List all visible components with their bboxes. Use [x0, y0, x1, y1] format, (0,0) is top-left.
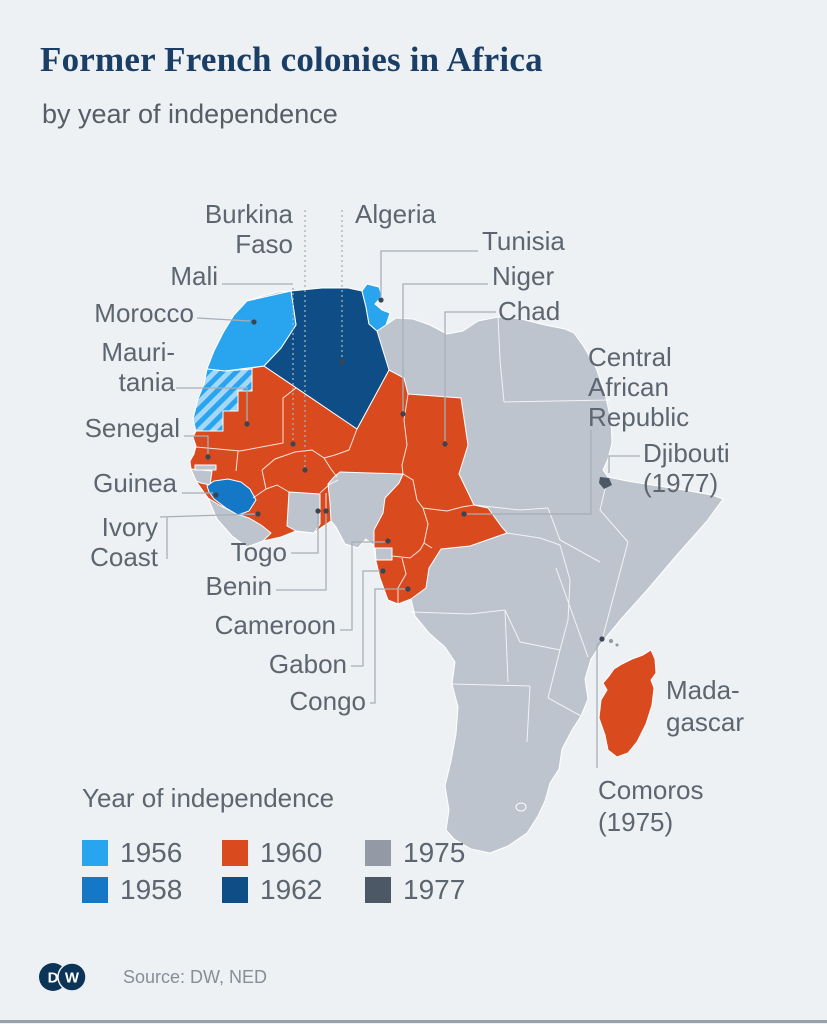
country-gambia	[194, 464, 217, 471]
label-niger: Niger	[492, 261, 554, 291]
dw-logo-letter-w: W	[65, 970, 80, 987]
legend-entry-1962: 1962	[222, 874, 365, 905]
label-senegal: Senegal	[85, 413, 180, 443]
country-equatorial-guinea	[374, 547, 393, 561]
legend-label-1977: 1977	[403, 874, 466, 905]
legend-label-1975: 1975	[403, 837, 466, 868]
label-guinea: Guinea	[93, 468, 177, 498]
label-gabon: Gabon	[269, 649, 347, 679]
label-car-2: African	[588, 372, 669, 402]
legend-entry-1975: 1975	[365, 837, 495, 868]
legend-entry-1960: 1960	[222, 837, 365, 868]
leader-lines-dotted	[292, 210, 343, 467]
leader-lines-solid	[159, 250, 640, 768]
legend-label-1960: 1960	[260, 837, 323, 868]
label-morocco: Morocco	[94, 298, 194, 328]
country-guinea-bissau	[190, 468, 213, 486]
country-ghana	[286, 491, 321, 534]
legend-swatch-1962	[222, 877, 248, 903]
label-ivory-coast-2: Coast	[90, 542, 159, 572]
label-djibouti-2: (1977)	[643, 468, 718, 498]
island-comoros-1	[609, 639, 613, 643]
label-tunisia: Tunisia	[482, 226, 565, 256]
region-western-sahara	[192, 368, 253, 432]
label-djibouti: Djibouti	[643, 438, 730, 468]
country-guinea	[206, 478, 257, 516]
borders-french-bloc	[195, 387, 475, 604]
legend-label-1962: 1962	[260, 874, 323, 905]
borders-other-countries	[410, 316, 629, 743]
legend-label-1958: 1958	[120, 874, 183, 905]
legend-entry-1956: 1956	[82, 837, 222, 868]
label-algeria: Algeria	[355, 199, 436, 229]
label-burkina-faso-2: Faso	[235, 229, 293, 259]
label-cameroon: Cameroon	[215, 610, 336, 640]
label-madagascar: Mada-	[666, 675, 740, 705]
country-nigeria	[327, 471, 404, 549]
label-benin: Benin	[206, 571, 273, 601]
label-chad: Chad	[498, 296, 560, 326]
label-comoros-2: (1975)	[598, 807, 673, 837]
label-car: Central	[588, 342, 672, 372]
label-mali: Mali	[170, 261, 218, 291]
country-tunisia	[361, 283, 391, 332]
bottom-divider	[0, 1020, 827, 1023]
legend-swatch-1977	[365, 877, 391, 903]
leader-dots	[205, 297, 605, 642]
island-comoros-2	[615, 643, 619, 647]
label-comoros: Comoros	[598, 775, 703, 805]
legend-entry-1958: 1958	[82, 874, 222, 905]
country-madagascar	[598, 649, 657, 758]
dw-logo-letter-d: D	[48, 970, 59, 987]
legend-swatch-1956	[82, 840, 108, 866]
legend-title: Year of independence	[82, 783, 335, 813]
legend-swatch-1960	[222, 840, 248, 866]
legend-entry-1977: 1977	[365, 874, 495, 905]
page-title: Former French colonies in Africa	[40, 40, 543, 79]
label-togo: Togo	[231, 537, 287, 567]
legend: 1956 1960 1975 1958 1962 1977	[82, 837, 495, 905]
dw-logo-circle-w	[57, 962, 87, 992]
label-madagascar-2: gascar	[666, 707, 744, 737]
label-mauritania-2: tania	[119, 367, 176, 397]
label-mauritania: Mauri-	[101, 337, 175, 367]
label-burkina-faso: Burkina	[205, 199, 294, 229]
label-congo: Congo	[289, 686, 366, 716]
page-subtitle: by year of independence	[42, 99, 338, 129]
legend-swatch-1958	[82, 877, 108, 903]
label-ivory-coast: Ivory	[102, 512, 158, 542]
country-djibouti	[599, 477, 612, 489]
dw-logo: D W	[39, 962, 87, 992]
label-car-3: Republic	[588, 402, 689, 432]
legend-label-1956: 1956	[120, 837, 183, 868]
source-text: Source: DW, NED	[123, 967, 268, 987]
legend-swatch-1975	[365, 840, 391, 866]
country-lesotho	[515, 802, 527, 812]
